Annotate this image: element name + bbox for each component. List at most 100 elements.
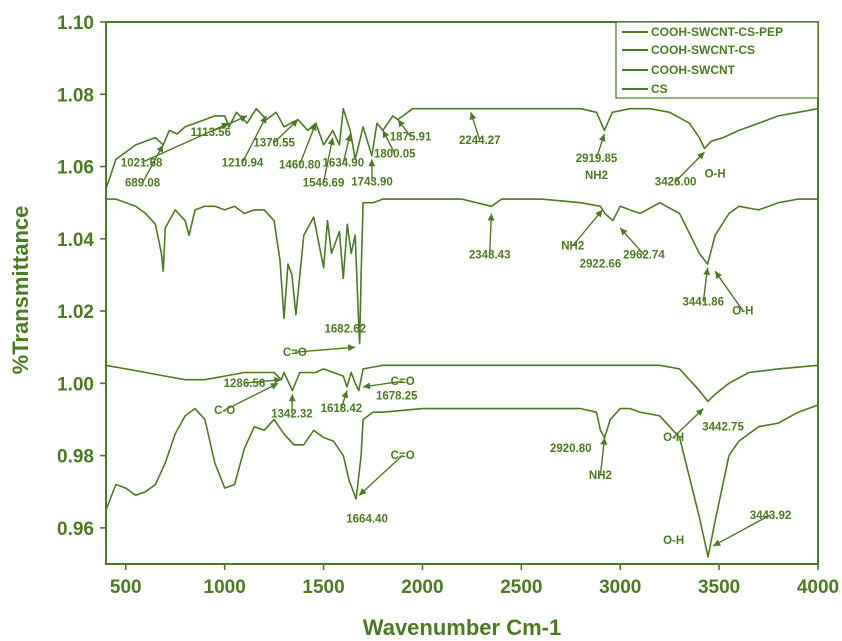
peak-annotation-label: 3443.92 <box>750 510 792 522</box>
peak-annotation-label: 2348.43 <box>469 250 511 262</box>
annotation-arrow <box>322 137 334 183</box>
x-tick-label: 500 <box>110 577 142 598</box>
peak-annotation-label: NH2 <box>589 470 612 482</box>
x-tick-label: 4000 <box>797 577 839 598</box>
peak-annotation-label: 2919.85 <box>576 153 618 165</box>
y-tick-label: 0.96 <box>57 519 94 540</box>
x-tick-label: 2000 <box>401 577 443 598</box>
y-tick-label: 1.04 <box>57 230 94 251</box>
peak-annotation-label: 1021.68 <box>121 158 163 170</box>
annotation-arrow <box>714 270 744 312</box>
peak-annotation-label: 1210.94 <box>222 158 264 170</box>
peak-annotation-label: 1618.42 <box>321 403 363 415</box>
y-axis-title: %Transmittance <box>8 206 33 375</box>
annotation-arrow <box>294 346 356 353</box>
peak-annotation-label: 1370.55 <box>253 138 295 150</box>
annotation-arrowhead <box>327 137 335 146</box>
x-tick-label: 3000 <box>599 577 641 598</box>
annotation-arrowhead <box>368 159 376 167</box>
peak-annotation-label: NH2 <box>561 241 584 253</box>
axis-layer: 500 1000 1500 2000 2500 3000 3500 4000 0.96 0.98 1… <box>57 13 839 598</box>
x-axis-title: Wavenumber Cm-1 <box>363 615 561 640</box>
peak-annotation-label: 2920.80 <box>550 443 592 455</box>
peak-annotation-label: O-H <box>705 168 726 180</box>
series-line-4 <box>105 404 819 558</box>
peak-annotation-label: O-H <box>663 535 684 547</box>
peak-annotation-label: 3442.75 <box>702 421 744 433</box>
annotation-arrowhead <box>382 130 390 139</box>
annotation-arrowhead <box>469 112 477 121</box>
annotation-arrow <box>299 122 317 165</box>
series-line-2 <box>106 198 818 345</box>
annotation-arrowhead <box>713 539 721 546</box>
peak-annotation-label: 1342.32 <box>271 409 313 421</box>
legend-label-3: COOH-SWCNT <box>651 63 736 77</box>
x-tick-label: 1000 <box>204 577 246 598</box>
peak-annotation-label: 2244.27 <box>459 135 501 147</box>
annotation-arrowhead <box>288 394 296 402</box>
peak-annotation-label: 1664.40 <box>346 513 388 525</box>
peak-annotation-label: 2922.66 <box>580 259 622 271</box>
y-tick-label: 0.98 <box>57 447 94 468</box>
x-tick-label: 3500 <box>698 577 740 598</box>
peak-annotation-label: 3426.00 <box>655 176 697 188</box>
annotation-arrow <box>241 115 268 163</box>
annotation-arrowhead <box>620 228 628 236</box>
annotation-arrowhead <box>239 115 248 122</box>
series-line-1 <box>105 107 819 189</box>
peak-annotation-label: 1286.56 <box>224 378 266 390</box>
peak-annotation-label: 1682.62 <box>325 324 367 336</box>
peak-annotation-label: C=O <box>283 347 307 359</box>
annotation-arrowhead <box>290 119 298 127</box>
legend-label-4: CS <box>651 82 668 96</box>
annotation-arrow <box>572 209 603 247</box>
annotation-arrowhead <box>397 119 405 128</box>
peak-annotation-label: C-O <box>214 405 235 417</box>
annotation-arrowhead <box>595 209 603 218</box>
annotation-arrowhead <box>345 134 352 142</box>
peak-annotation-label: NH2 <box>585 170 608 182</box>
y-tick-label: 1.08 <box>57 85 94 106</box>
annotation-arrowhead <box>341 390 349 399</box>
annotation-arrow <box>224 382 279 411</box>
peak-annotation-label: 1460.80 <box>279 159 321 171</box>
y-tick-label: 1.06 <box>57 158 94 179</box>
annotation-arrowhead <box>347 344 356 352</box>
legend-box <box>615 21 819 99</box>
annotation-arrowhead <box>598 134 606 142</box>
annotation-arrowhead <box>487 213 495 221</box>
peak-annotation-label: C=O <box>391 376 415 388</box>
peak-annotation-label: O-H <box>663 432 684 444</box>
peak-annotation-label: 3441.86 <box>682 297 724 309</box>
y-tick-label: 1.00 <box>57 374 94 395</box>
annotation-arrowhead <box>270 383 279 390</box>
peak-annotation-label: 1634.90 <box>323 158 365 170</box>
annotation-arrowhead <box>156 144 164 153</box>
peak-annotation-label: 1678.25 <box>376 391 418 403</box>
annotation-layer: 689.08 1021.68 1113.56 1210.94 1370.55 1460.8… <box>121 112 792 547</box>
series-layer <box>105 107 819 558</box>
annotation-arrow <box>712 514 771 547</box>
plot-frame <box>105 21 819 565</box>
peak-annotation-label: 1113.56 <box>191 127 231 139</box>
y-tick-label: 1.10 <box>57 13 94 34</box>
series-line-3 <box>105 364 819 403</box>
peak-annotation-label: 1875.91 <box>390 132 432 144</box>
annotation-arrowhead <box>274 376 282 384</box>
legend-label-1: COOH-SWCNT-CS-PEP <box>651 25 783 39</box>
annotation-arrowhead <box>260 115 267 124</box>
peak-annotation-label: 2962.74 <box>623 250 665 262</box>
annotation-arrowhead <box>703 267 711 276</box>
annotation-arrow <box>141 144 164 183</box>
peak-annotation-label: 689.08 <box>125 177 161 189</box>
annotation-arrowhead <box>715 271 722 280</box>
peak-annotation-label: 1546.69 <box>303 177 345 189</box>
peak-annotation-label: 1743.90 <box>351 176 393 188</box>
peak-annotation-label: 1800.05 <box>374 149 416 161</box>
annotation-arrow <box>358 454 404 496</box>
annotation-arrowhead <box>359 488 367 496</box>
annotation-arrowhead <box>600 437 608 445</box>
annotation-arrowhead <box>695 408 704 416</box>
